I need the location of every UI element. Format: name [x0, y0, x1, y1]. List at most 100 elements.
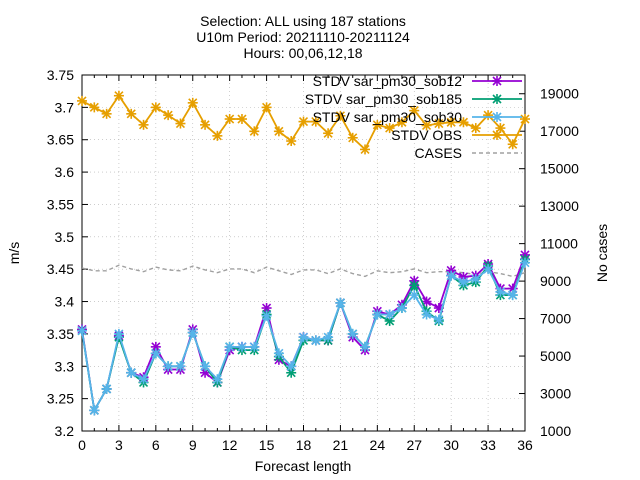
chart-title-line-2: U10m Period: 20211110-20211124 — [196, 29, 410, 45]
data-point — [483, 264, 494, 275]
data-point — [421, 120, 432, 131]
data-point — [89, 102, 100, 113]
x-tick-label: 36 — [517, 437, 533, 453]
y-tick-label: 3.65 — [47, 132, 74, 148]
x-tick-label: 18 — [296, 437, 312, 453]
data-point — [138, 374, 149, 385]
y2-tick-label: 1000 — [540, 423, 571, 439]
data-point — [360, 144, 371, 155]
data-point — [323, 128, 334, 139]
data-point — [298, 332, 309, 343]
data-point — [212, 374, 223, 385]
legend-label: STDV sar_pm30_sob12 — [313, 73, 463, 89]
data-point — [175, 361, 186, 372]
y-tick-label: 3.45 — [47, 261, 74, 277]
data-point — [150, 102, 161, 113]
y2-tick-label: 5000 — [540, 348, 571, 364]
y-tick-label: 3.5 — [55, 229, 75, 245]
data-point — [273, 348, 284, 359]
series-line — [81, 264, 526, 278]
data-point — [492, 94, 502, 104]
x-tick-label: 24 — [370, 437, 386, 453]
legend-label: STDV OBS — [391, 127, 462, 143]
data-point — [224, 114, 235, 125]
data-point — [101, 383, 112, 394]
data-point — [520, 257, 530, 268]
legend-entry: STDV sar_pm30_sob185 — [305, 91, 522, 107]
x-tick-label: 33 — [480, 437, 496, 453]
data-point — [470, 273, 481, 284]
series-3 — [77, 257, 530, 416]
data-point — [163, 361, 174, 372]
data-point — [261, 310, 272, 321]
data-point — [126, 367, 137, 378]
data-point — [335, 297, 346, 308]
data-point — [372, 119, 383, 130]
data-point — [113, 90, 124, 101]
series-layer — [77, 90, 530, 416]
data-point — [187, 327, 198, 338]
data-point — [175, 118, 186, 129]
y-tick-label: 3.2 — [55, 423, 75, 439]
y-tick-label: 3.4 — [55, 294, 75, 310]
data-point — [483, 110, 494, 121]
data-point — [433, 118, 444, 129]
data-point — [236, 114, 247, 125]
y-tick-label: 3.3 — [55, 358, 75, 374]
series-5 — [81, 264, 526, 278]
data-point — [310, 335, 321, 346]
data-point — [458, 277, 469, 288]
chart-title-line-1: Selection: ALL using 187 stations — [200, 13, 406, 29]
y2-tick-label: 9000 — [540, 273, 571, 289]
data-point — [163, 110, 174, 121]
x-tick-label: 0 — [78, 437, 86, 453]
data-point — [138, 119, 149, 130]
data-point — [470, 123, 481, 134]
data-point — [249, 341, 260, 352]
data-point — [77, 95, 87, 106]
data-point — [492, 76, 502, 86]
x-axis-label: Forecast length — [255, 458, 352, 474]
data-point — [396, 303, 407, 314]
data-point — [224, 341, 235, 352]
data-point — [446, 117, 457, 128]
data-point — [396, 117, 407, 128]
data-point — [507, 139, 518, 150]
legend-entry: CASES — [415, 145, 522, 161]
axes: 0 3 6 9 12 15 18 21 24 27 30 33 363.23.253.33.353.43… — [47, 67, 579, 453]
data-point — [433, 314, 444, 325]
y2-tick-label: 13000 — [540, 198, 579, 214]
x-tick-label: 27 — [406, 437, 422, 453]
data-point — [113, 328, 124, 339]
data-point — [310, 116, 321, 127]
data-point — [286, 361, 297, 372]
y2-tick-label: 15000 — [540, 161, 579, 177]
series-4 — [77, 90, 530, 155]
data-point — [492, 130, 502, 140]
y-tick-label: 3.55 — [47, 196, 74, 212]
y2-tick-label: 17000 — [540, 123, 579, 139]
data-point — [360, 341, 371, 352]
y2-tick-label: 7000 — [540, 311, 571, 327]
x-tick-label: 30 — [443, 437, 459, 453]
data-point — [150, 348, 161, 359]
data-point — [507, 290, 518, 301]
chart-title-line-3: Hours: 00,06,12,18 — [243, 45, 362, 61]
data-point — [458, 117, 469, 128]
x-tick-label: 15 — [259, 437, 275, 453]
data-point — [200, 361, 211, 372]
y-axis-label: m/s — [6, 242, 22, 265]
legend-label: STDV sar_pm30_sob185 — [305, 91, 462, 107]
data-point — [384, 123, 395, 134]
y2-axis-label: No cases — [594, 224, 610, 282]
data-point — [212, 130, 223, 141]
data-point — [492, 112, 502, 122]
data-point — [409, 105, 420, 116]
data-point — [446, 270, 457, 281]
y2-tick-label: 3000 — [540, 386, 571, 402]
y-tick-label: 3.75 — [47, 67, 74, 83]
y-tick-label: 3.7 — [55, 99, 75, 115]
legend: STDV sar_pm30_sob12 STDV sar_pm30_sob185 S… — [305, 73, 522, 161]
legend-entry: STDV OBS — [391, 127, 522, 143]
